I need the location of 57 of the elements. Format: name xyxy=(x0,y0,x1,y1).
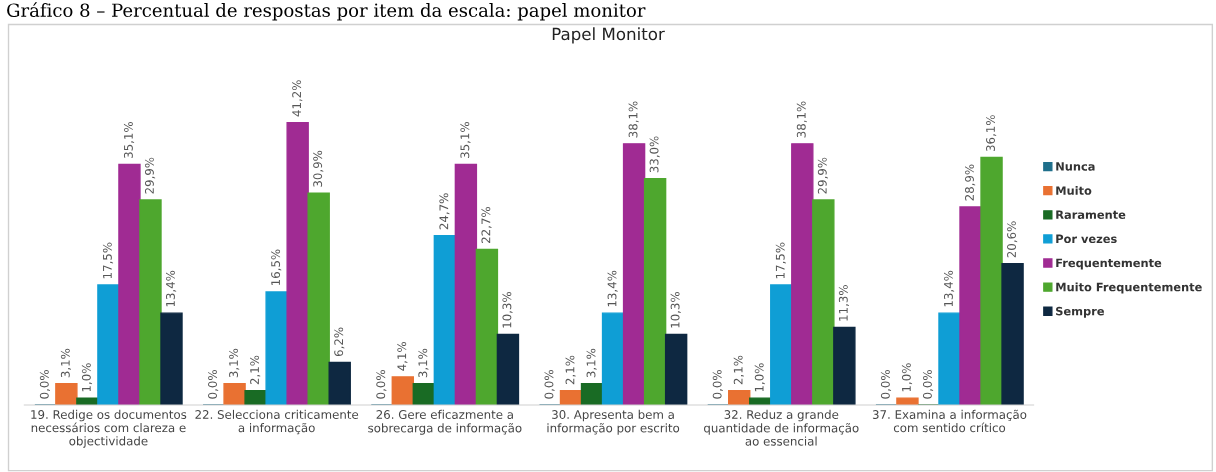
data-label: 0,0% xyxy=(922,370,934,399)
x-tick-label: 32. Reduz a grande quantidade de informação ao essencial xyxy=(704,409,859,446)
x-tick-label: 37. Examina a informação com sentido crítico xyxy=(872,409,1027,433)
data-label: 17,5% xyxy=(102,242,114,279)
data-label: 2,1% xyxy=(565,355,576,385)
data-label: 13,4% xyxy=(166,270,177,307)
data-label: 2,1% xyxy=(733,355,744,385)
data-label: 3,1% xyxy=(586,348,597,378)
legend-label: Sempre xyxy=(1056,306,1104,318)
data-label: 30,9% xyxy=(313,150,324,187)
data-label: 16,5% xyxy=(271,249,282,286)
legend-label: Nunca xyxy=(1056,162,1095,171)
data-label: 3,1% xyxy=(229,348,240,378)
text: Gráfico 8 – Percentual de respostas por item da escala: papel monitor xyxy=(7,2,646,21)
data-label: 38,1% xyxy=(796,101,807,138)
data-label: 36,1% xyxy=(986,115,997,152)
data-label: 29,9% xyxy=(144,157,156,194)
data-label: 13,4% xyxy=(943,270,955,307)
x-tick-label: 19. Redige os documentos necessários com clareza e objectividade xyxy=(31,409,187,448)
data-label: 6,2% xyxy=(334,327,345,357)
data-label: 0,0% xyxy=(376,370,387,399)
data-label: 22,7% xyxy=(481,206,492,243)
data-label: 20,6% xyxy=(1007,221,1018,258)
data-label: 35,1% xyxy=(460,121,471,158)
data-label: 33,0% xyxy=(649,136,660,173)
data-label: 3,1% xyxy=(418,348,429,378)
legend-label: Muito Frequentemente xyxy=(1056,282,1202,294)
data-label: 2,1% xyxy=(250,355,261,385)
legend-label: Muito xyxy=(1056,186,1092,195)
data-label: 17,5% xyxy=(775,242,786,279)
legend-label: Raramente xyxy=(1056,210,1126,219)
chart-title: Papel Monitor xyxy=(552,27,665,44)
x-tick-label: 30. Apresenta bem a informação por escrito xyxy=(547,409,680,435)
data-label: 38,1% xyxy=(628,101,639,138)
data-label: 41,2% xyxy=(292,80,303,117)
data-label: 35,1% xyxy=(123,121,135,158)
legend-label: Frequentemente xyxy=(1056,258,1162,270)
x-tick-label: 22. Selecciona criticamente a informação xyxy=(195,409,359,435)
data-label: 4,1% xyxy=(397,341,408,371)
data-label: 1,0% xyxy=(754,363,765,392)
data-label: 28,9% xyxy=(965,164,976,201)
data-label: 0,0% xyxy=(208,370,219,399)
data-label: 0,0% xyxy=(544,370,555,399)
data-label: 0,0% xyxy=(712,370,723,399)
data-label: 0,0% xyxy=(880,370,892,399)
data-label: 10,3% xyxy=(502,291,513,328)
legend-label: Por vezes xyxy=(1056,234,1117,244)
data-label: 1,0% xyxy=(901,363,913,392)
data-label: 10,3% xyxy=(670,291,681,328)
data-label: 11,3% xyxy=(838,285,849,321)
data-label: 29,9% xyxy=(817,157,828,194)
x-tick-label: 26. Gere eficazmente a sobrecarga de informação xyxy=(368,409,522,435)
data-label: 1,0% xyxy=(81,363,93,392)
data-label: 0,0% xyxy=(39,370,50,399)
data-label: 3,1% xyxy=(60,348,71,378)
data-label: 13,4% xyxy=(607,270,618,307)
data-label: 24,7% xyxy=(439,193,450,230)
